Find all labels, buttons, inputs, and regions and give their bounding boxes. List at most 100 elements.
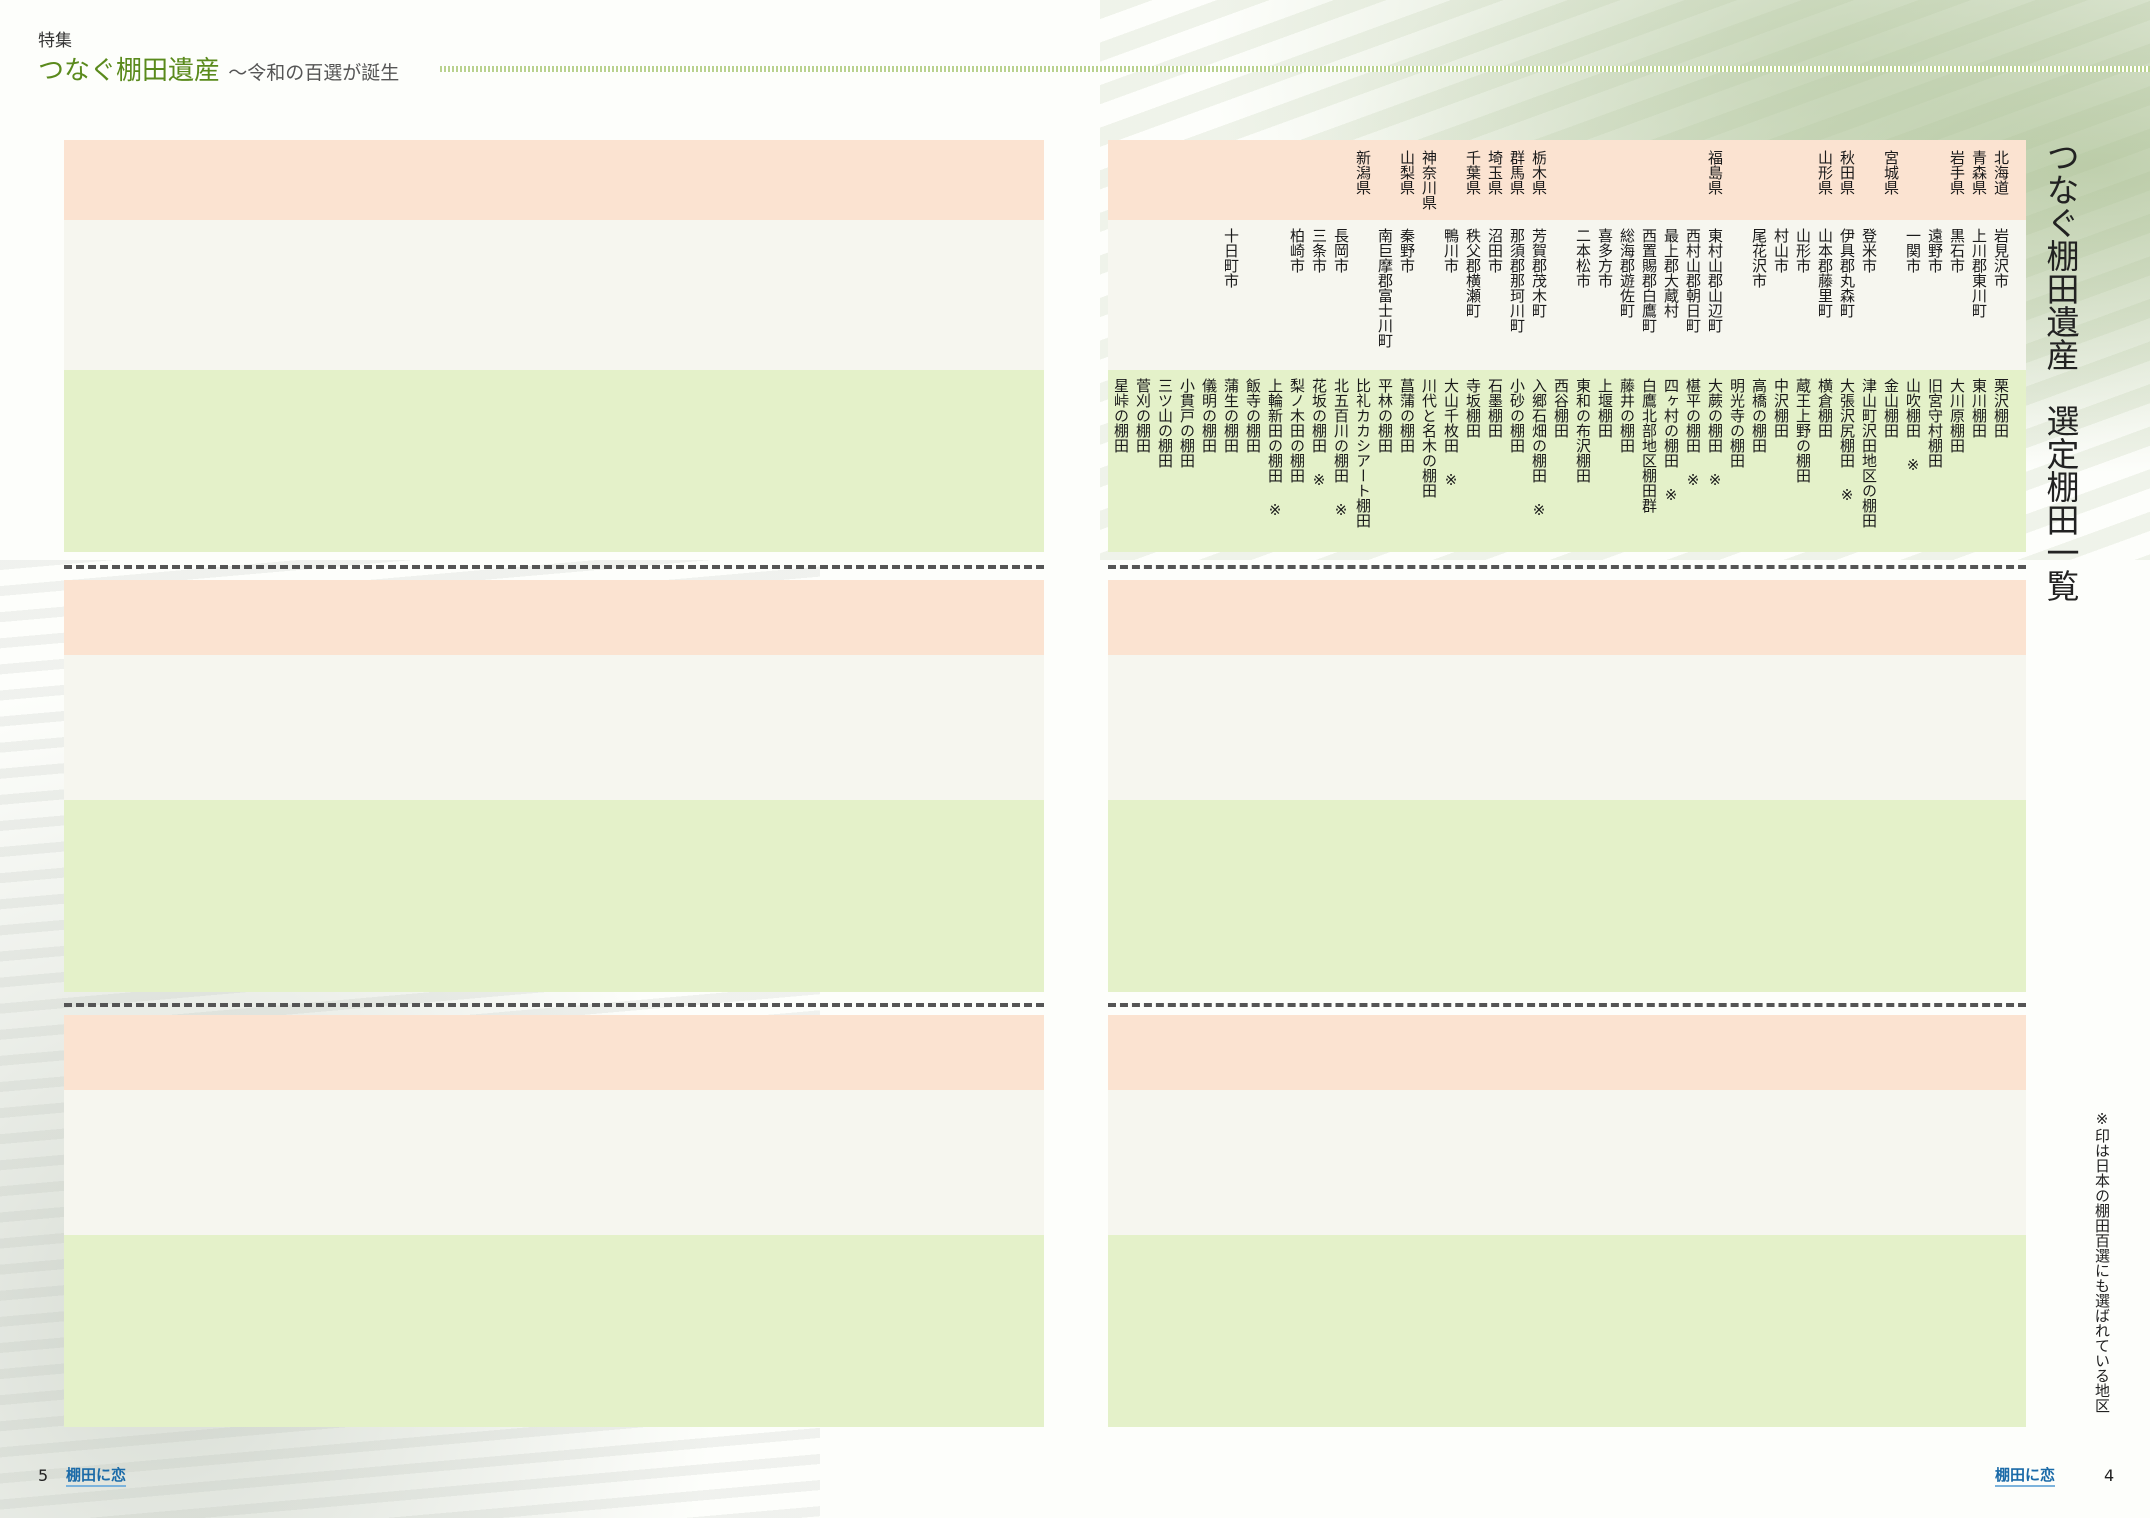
prefecture-cell: 群馬県 (1508, 150, 1526, 195)
municipality-cell: 登米市 (1860, 228, 1878, 273)
municipality-cell: 東村山郡山辺町 (1706, 228, 1724, 333)
table-column: 岩手県 黒石市 大川原棚田 (1946, 140, 1970, 552)
table-column: 最上郡大蔵村 四ヶ村の棚田 ※ (1660, 140, 1684, 552)
municipality-cell: 喜多方市 (1596, 228, 1614, 288)
terrace-band (1108, 370, 2026, 552)
table-column: 青森県 上川郡東川町 東川棚田 (1968, 140, 1992, 552)
table-panel-right-middle (1108, 580, 2026, 992)
table-column: 飯寺の棚田 (1242, 140, 1266, 552)
municipality-cell: 山本郡藤里町 (1816, 228, 1834, 318)
municipality-cell: 二本松市 (1574, 228, 1592, 288)
table-column: 明光寺の棚田 (1726, 140, 1750, 552)
table-column: 二本松市 東和の布沢棚田 (1572, 140, 1596, 552)
municipality-cell: 尾花沢市 (1750, 228, 1768, 288)
table-column: 鴨川市大山千枚田 ※ (1440, 140, 1464, 552)
section-label: 特集 (38, 31, 72, 51)
municipality-band (1108, 655, 2026, 800)
terrace-cell: 明光寺の棚田 (1728, 378, 1746, 468)
terrace-cell: 星峠の棚田 (1112, 378, 1130, 453)
table-column: 北海道 岩見沢市 栗沢棚田 (1990, 140, 2014, 552)
table-column: 山形市 蔵王上野の棚田 (1792, 140, 1816, 552)
terrace-cell: 中沢棚田 (1772, 378, 1790, 438)
municipality-cell: 柏崎市 (1288, 228, 1306, 273)
municipality-cell: 三条市 (1310, 228, 1328, 273)
terrace-cell: 津山町沢田地区の棚田 (1860, 378, 1878, 528)
prefecture-cell: 岩手県 (1948, 150, 1966, 195)
page-number-left: 5 (38, 1466, 49, 1485)
terrace-cell: 平林の棚田 (1376, 378, 1394, 453)
terrace-cell: 寺坂棚田 (1464, 378, 1482, 438)
terrace-cell: 大張沢尻棚田 ※ (1838, 378, 1856, 504)
table-column: 十日町市 蒲生の棚田 (1220, 140, 1244, 552)
terrace-cell: 金山棚田 (1882, 378, 1900, 438)
terrace-cell: 川代と名木の棚田 (1420, 378, 1438, 498)
table-column: 三条市 花坂の棚田 ※ (1308, 140, 1332, 552)
municipality-cell: 十日町市 (1222, 228, 1240, 288)
table-column: 山形県山本郡藤里町横倉棚田 (1814, 140, 1838, 552)
terrace-cell: 上輪新田の棚田 ※ (1266, 378, 1284, 519)
prefecture-cell: 福島県 (1706, 150, 1724, 195)
municipality-band (1108, 220, 2026, 370)
table-panel-left-middle (64, 580, 1044, 992)
terrace-cell: 大蕨の棚田 ※ (1706, 378, 1724, 489)
table-panel-left-top (64, 140, 1044, 552)
terrace-cell: 椹平の棚田 ※ (1684, 378, 1702, 489)
municipality-band (1108, 1090, 2026, 1235)
municipality-cell: 伊具郡丸森町 (1838, 228, 1856, 318)
municipality-cell: 南巨摩郡富士川町 (1376, 228, 1394, 348)
municipality-cell: 上川郡東川町 (1970, 228, 1988, 318)
table-column: 柏崎市梨ノ木田の棚田 (1286, 140, 1310, 552)
terrace-cell: 大山千枚田 ※ (1442, 378, 1460, 489)
municipality-cell: 秦野市 (1398, 228, 1416, 273)
terrace-cell: 菅刈の棚田 (1134, 378, 1152, 453)
terrace-cell: 梨ノ木田の棚田 (1288, 378, 1306, 483)
list-title: つなぐ棚田遺産 選定棚田一覧 (2041, 140, 2080, 602)
table-column: 儀明の棚田 (1198, 140, 1222, 552)
terrace-cell: 四ヶ村の棚田 ※ (1662, 378, 1680, 504)
table-column: 千葉県秩父郡横瀬町寺坂棚田 (1462, 140, 1486, 552)
municipality-cell: 鴨川市 (1442, 228, 1460, 273)
municipality-cell: 総海郡遊佐町 (1618, 228, 1636, 318)
table-column: 南巨摩郡富士川町平林の棚田 (1374, 140, 1398, 552)
prefecture-cell: 山形県 (1816, 150, 1834, 195)
terrace-cell: 横倉棚田 (1816, 378, 1834, 438)
municipality-cell: 黒石市 (1948, 228, 1966, 273)
terrace-cell: 上堰棚田 (1596, 378, 1614, 438)
terrace-cell: 蒲生の棚田 (1222, 378, 1240, 453)
terrace-band (64, 800, 1044, 992)
page-title: つなぐ棚田遺産 ～令和の百選が誕生 (38, 50, 399, 87)
municipality-cell: 長岡市 (1332, 228, 1350, 273)
page-subtitle: ～令和の百選が誕生 (228, 62, 400, 84)
terrace-band (1108, 1235, 2026, 1427)
prefecture-cell: 栃木県 (1530, 150, 1548, 195)
terrace-cell: 石墨棚田 (1486, 378, 1504, 438)
prefecture-cell: 埼玉県 (1486, 150, 1504, 195)
terrace-cell: 菖蒲の棚田 (1398, 378, 1416, 453)
table-column: 長岡市北五百川の棚田 ※ (1330, 140, 1354, 552)
table-column: 三ツ山の棚田 (1154, 140, 1178, 552)
prefecture-band (1108, 1015, 2026, 1090)
municipality-cell: 西置賜郡白鷹町 (1640, 228, 1658, 333)
terrace-cell: 蔵王上野の棚田 (1794, 378, 1812, 483)
prefecture-band (64, 140, 1044, 220)
table-column: 村山市 中沢棚田 (1770, 140, 1794, 552)
table-column: 上輪新田の棚田 ※ (1264, 140, 1288, 552)
table-column: 尾花沢市 高橋の棚田 (1748, 140, 1772, 552)
municipality-cell: 遠野市 (1926, 228, 1944, 273)
terrace-cell: 儀明の棚田 (1200, 378, 1218, 453)
table-column: 西村山郡朝日町 椹平の棚田 ※ (1682, 140, 1706, 552)
prefecture-cell: 千葉県 (1464, 150, 1482, 195)
table-column: 小貫戸の棚田 (1176, 140, 1200, 552)
terrace-cell: 白鷹北部地区棚田群 (1640, 378, 1658, 513)
terrace-cell: 東川棚田 (1970, 378, 1988, 438)
magazine-logo: 棚田に恋 (66, 1464, 127, 1487)
table-column: 遠野市 旧宮守村棚田 (1924, 140, 1948, 552)
municipality-cell: 村山市 (1772, 228, 1790, 273)
municipality-cell: 一関市 (1904, 228, 1922, 273)
terrace-cell: 北五百川の棚田 ※ (1332, 378, 1350, 519)
table-column: 登米市津山町沢田地区の棚田 (1858, 140, 1882, 552)
table-column: 神奈川県 川代と名木の棚田 (1418, 140, 1442, 552)
terrace-band (1108, 800, 2026, 992)
table-panel-right-top: 北海道 岩見沢市 栗沢棚田 青森県 上川郡東川町 東川棚田 岩手県 黒石市 大川原棚田 遠野市 旧宮… (1108, 140, 2026, 552)
municipality-cell: 秩父郡横瀬町 (1464, 228, 1482, 318)
